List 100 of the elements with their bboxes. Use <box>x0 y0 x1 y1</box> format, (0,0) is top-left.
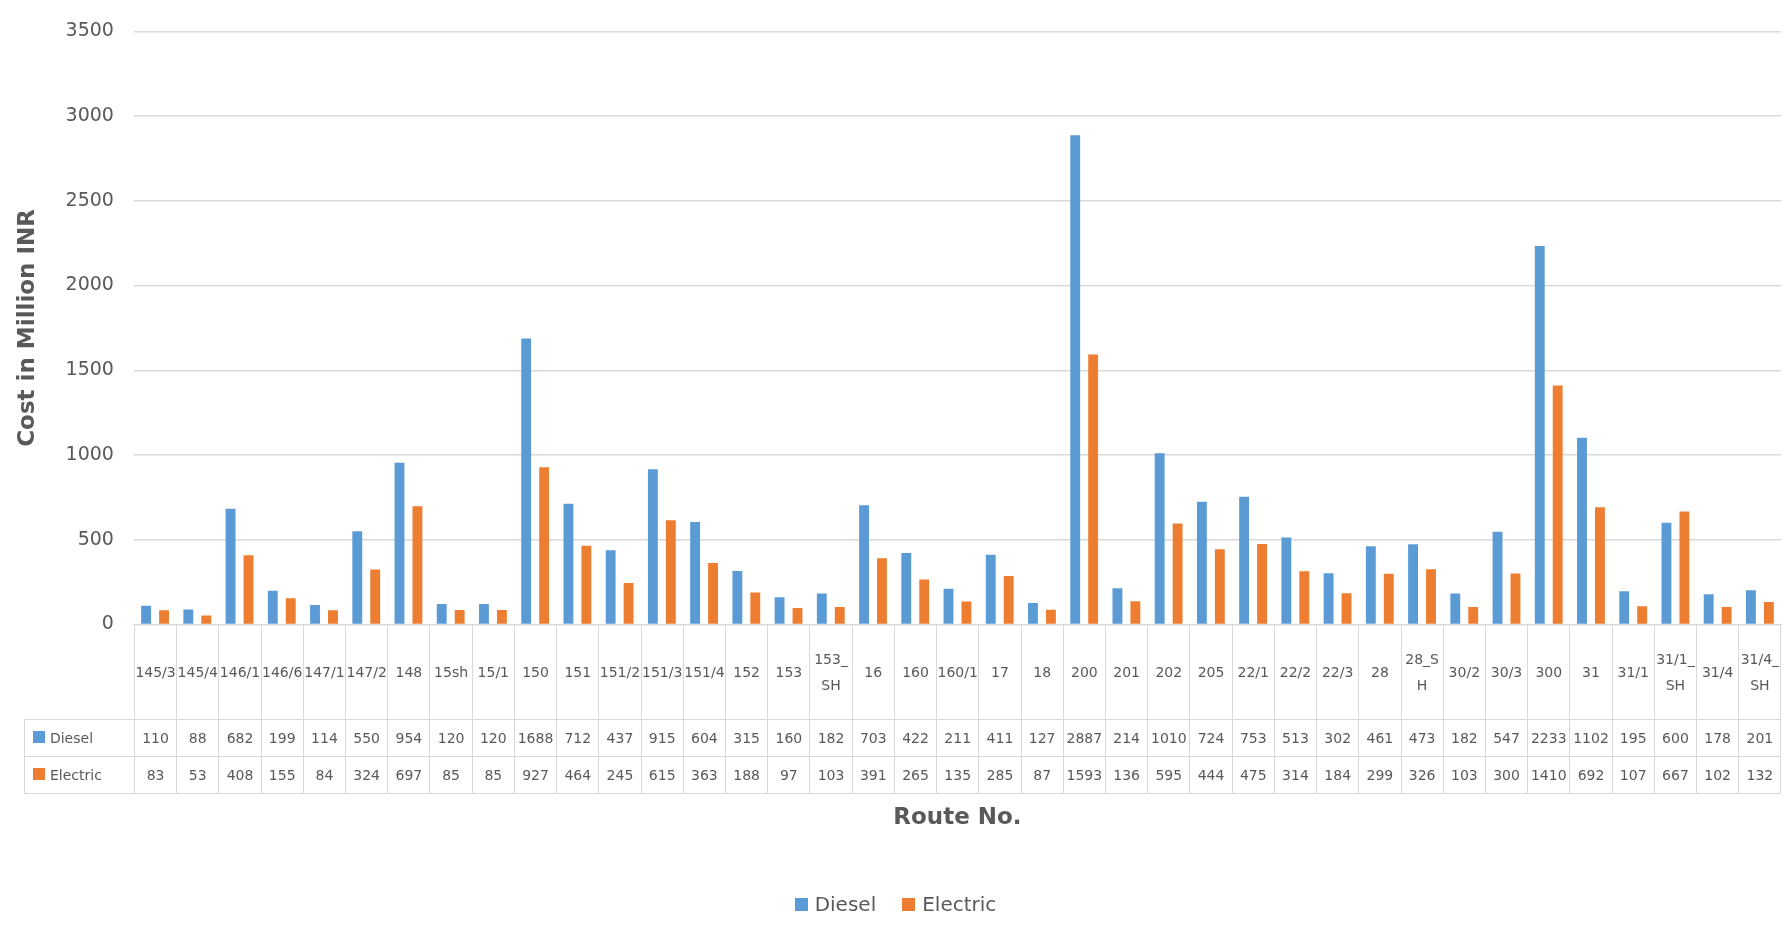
data-label: 87 <box>1021 756 1064 794</box>
bar <box>1492 531 1503 624</box>
data-label: 160 <box>767 719 810 757</box>
bar <box>1257 543 1268 624</box>
x-tick-label: 28 <box>1358 624 1402 720</box>
data-label: 195 <box>1612 719 1655 757</box>
bar <box>834 606 845 624</box>
x-tick-label: 22/3 <box>1316 624 1359 720</box>
bar <box>647 469 658 624</box>
bar <box>877 558 887 624</box>
data-label: 199 <box>261 719 304 757</box>
bar <box>328 610 338 624</box>
bar <box>563 503 574 624</box>
bar <box>183 609 194 624</box>
bar <box>310 605 320 624</box>
bar <box>412 506 423 624</box>
x-tick-label: 16 <box>852 624 895 720</box>
bar <box>859 505 869 624</box>
bar <box>1426 569 1436 624</box>
bar <box>1577 437 1587 624</box>
bar <box>1196 501 1207 624</box>
y-tick-label: 2500 <box>65 187 114 210</box>
bar <box>1637 606 1648 624</box>
data-label: 103 <box>1443 756 1486 794</box>
bar <box>1661 522 1672 624</box>
bar <box>750 592 761 624</box>
data-label: 724 <box>1189 719 1233 757</box>
x-tick-label: 31/1_SH <box>1654 624 1697 720</box>
data-label: 85 <box>429 756 473 794</box>
data-label: 444 <box>1189 756 1233 794</box>
data-label: 473 <box>1401 719 1444 757</box>
bar <box>285 598 296 624</box>
bar <box>1679 511 1690 624</box>
data-label: 83 <box>134 756 177 794</box>
data-label: 667 <box>1654 756 1697 794</box>
data-label: 184 <box>1316 756 1359 794</box>
legend-label: Electric <box>24 756 135 794</box>
bar <box>901 552 912 624</box>
y-tick-label: 1000 <box>65 441 114 464</box>
x-tick-label: 201 <box>1105 624 1148 720</box>
x-tick-label: 200 <box>1063 624 1106 720</box>
y-tick-label: 3500 <box>65 18 114 41</box>
data-label: 411 <box>978 719 1022 757</box>
data-label: 211 <box>936 719 979 757</box>
data-label: 102 <box>1696 756 1739 794</box>
x-tick-label: 202 <box>1147 624 1190 720</box>
bar <box>605 550 616 624</box>
data-label: 132 <box>1738 756 1781 794</box>
x-tick-label: 146/1 <box>218 624 262 720</box>
bar <box>1154 453 1165 624</box>
data-label: 302 <box>1316 719 1359 757</box>
bar <box>1070 135 1081 624</box>
data-label: 422 <box>894 719 937 757</box>
data-label: 753 <box>1232 719 1275 757</box>
bar <box>521 338 532 624</box>
data-label: 85 <box>472 756 515 794</box>
data-label: 182 <box>1443 719 1486 757</box>
bar <box>267 590 278 624</box>
data-label: 265 <box>894 756 937 794</box>
x-tick-label: 160/1 <box>936 624 979 720</box>
bar <box>985 554 996 624</box>
bar <box>436 604 447 624</box>
x-tick-label: 31/4_SH <box>1738 624 1781 720</box>
data-label: 245 <box>598 756 642 794</box>
bar <box>1595 507 1605 624</box>
data-label: 927 <box>514 756 557 794</box>
bar <box>243 555 254 624</box>
data-label: 300 <box>1485 756 1528 794</box>
data-label: 324 <box>345 756 388 794</box>
bar <box>961 601 972 624</box>
y-tick-label: 2000 <box>65 272 114 295</box>
data-label: 127 <box>1021 719 1064 757</box>
y-tick-label: 1500 <box>65 357 114 380</box>
bar <box>665 520 676 624</box>
bar <box>1745 590 1756 624</box>
bar <box>1619 591 1630 624</box>
data-label: 600 <box>1654 719 1697 757</box>
x-tick-label: 30/3 <box>1485 624 1528 720</box>
data-label: 110 <box>134 719 177 757</box>
x-tick-label: 15/1 <box>472 624 515 720</box>
x-axis-title: Route No. <box>893 803 1022 830</box>
data-label: 461 <box>1358 719 1402 757</box>
data-label: 326 <box>1401 756 1444 794</box>
x-tick-label: 22/1 <box>1232 624 1275 720</box>
bar <box>1130 601 1141 624</box>
data-label: 391 <box>852 756 895 794</box>
bar <box>1450 593 1461 624</box>
data-label: 84 <box>303 756 346 794</box>
data-label: 103 <box>809 756 853 794</box>
bar <box>732 571 743 624</box>
x-tick-label: 31 <box>1569 624 1613 720</box>
bar <box>370 569 381 624</box>
data-label: 135 <box>936 756 979 794</box>
bar <box>1299 571 1310 624</box>
bar <box>1088 354 1099 624</box>
x-tick-label: 28_SH <box>1401 624 1444 720</box>
x-tick-label: 17 <box>978 624 1022 720</box>
x-tick-label: 30/2 <box>1443 624 1486 720</box>
bar <box>1341 593 1352 624</box>
data-label: 188 <box>725 756 768 794</box>
